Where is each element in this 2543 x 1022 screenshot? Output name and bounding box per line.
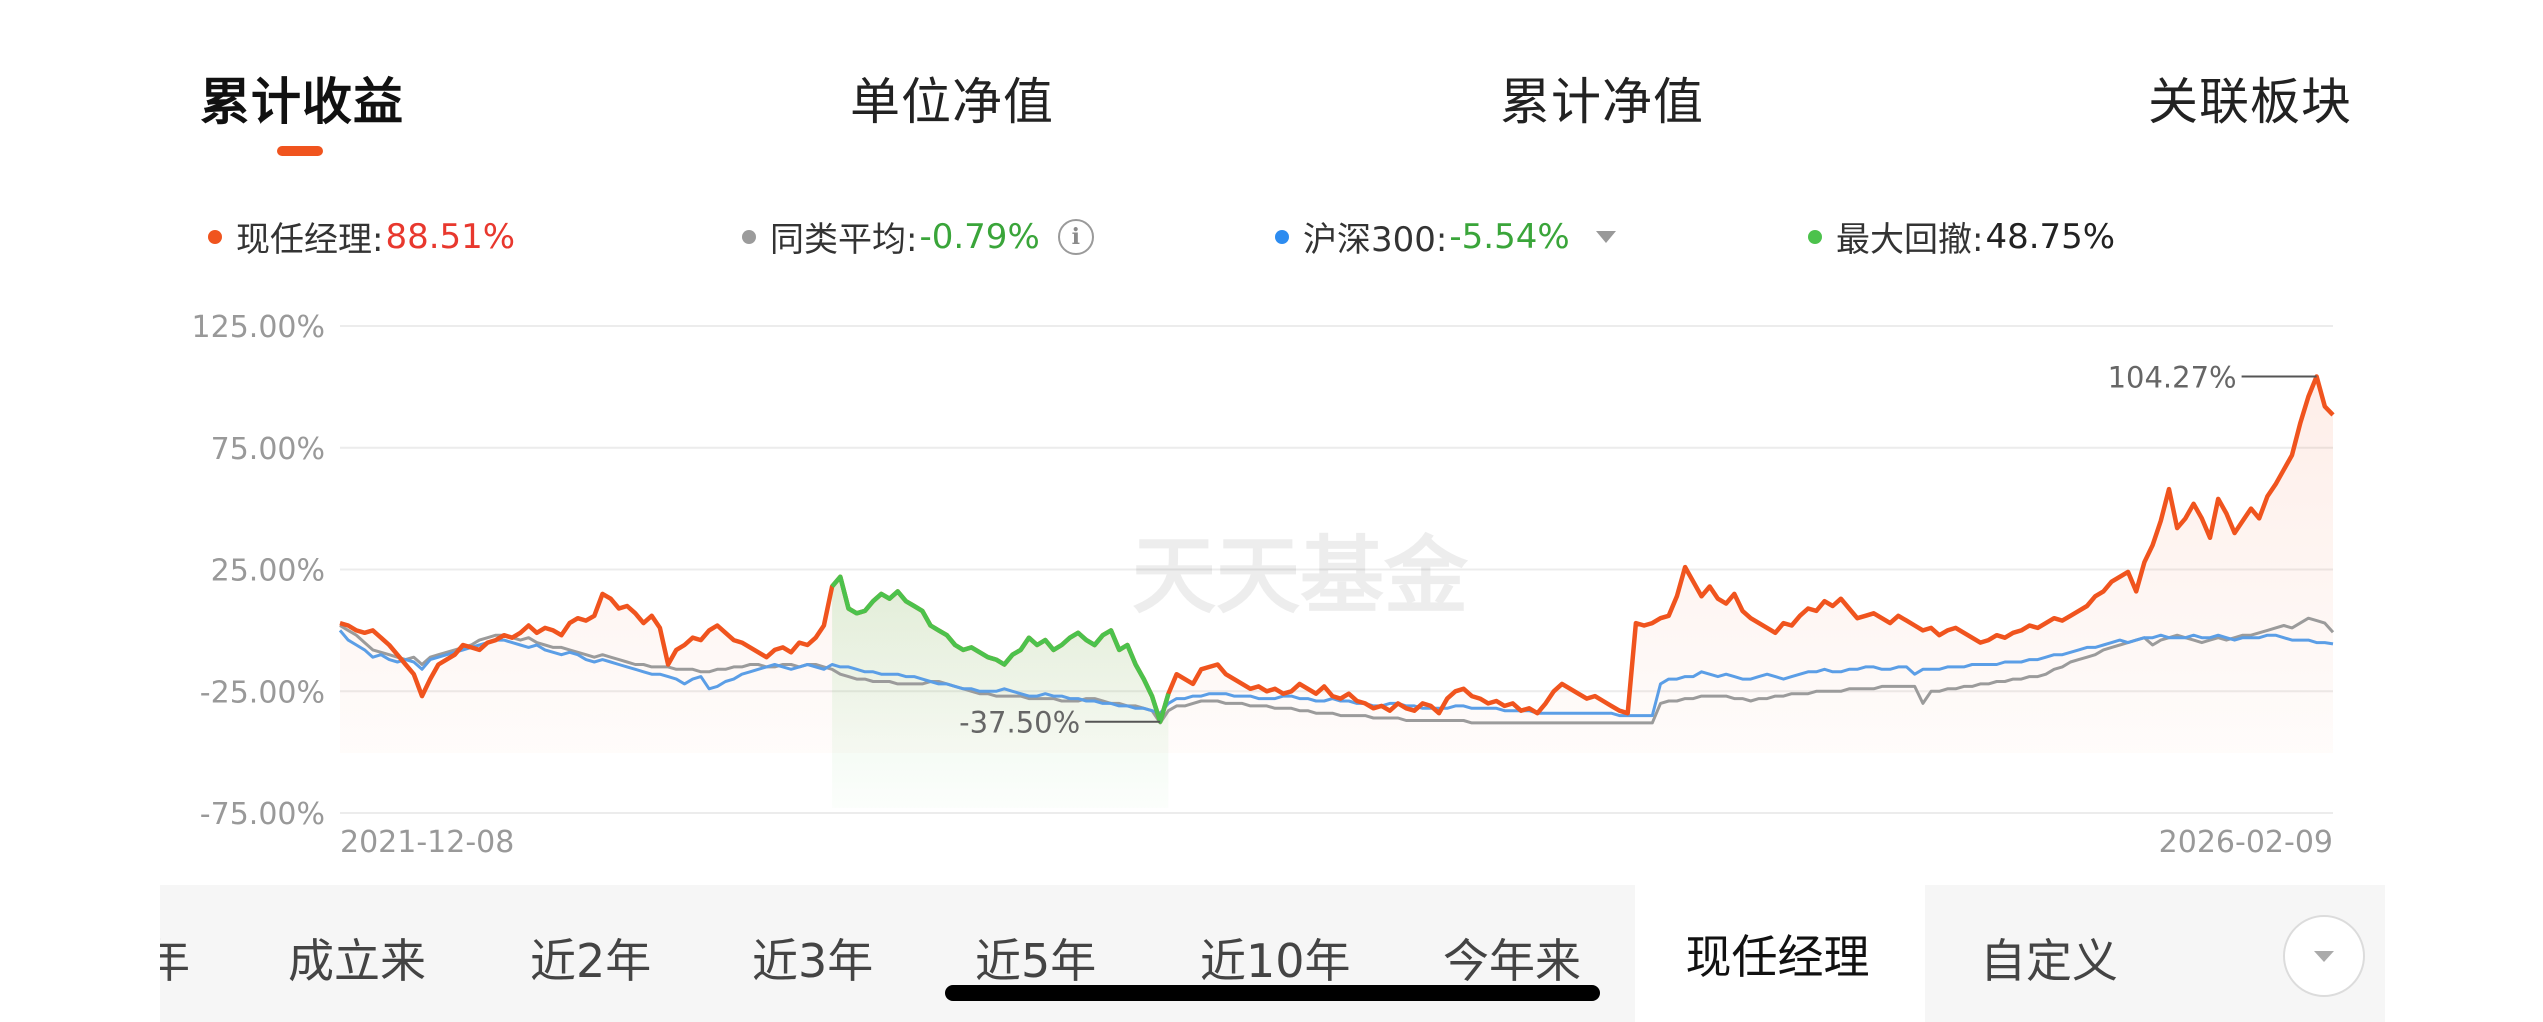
legend-csi300: 沪深300: -5.54% (1275, 212, 1616, 261)
manager-line (339, 374, 2335, 724)
csi300-line (338, 629, 2334, 718)
csi300-dot-icon (1275, 229, 1289, 244)
current-manager-button[interactable]: 现任经理 (1640, 885, 1915, 1022)
drawdown-line (830, 574, 1171, 724)
tab-bar: 累计收益 单位净值 累计净值 关联板块 (0, 0, 2543, 170)
tab-related-sectors[interactable]: 关联板块 (2148, 73, 2352, 131)
tab-unit-nav[interactable]: 单位净值 (850, 73, 1054, 131)
peer-average-dot-icon (742, 229, 756, 244)
drawdown-area (832, 576, 1169, 808)
legend-manager-label: 现任经理: (236, 220, 384, 260)
y-tick-label: -75.00% (200, 797, 325, 832)
x-end-label: 2026-02-09 (2159, 825, 2333, 860)
y-tick-label: 25.00% (211, 554, 325, 589)
max-drawdown-dot-icon (1808, 229, 1822, 244)
horizontal-scrollbar[interactable] (945, 985, 1600, 1001)
legend-csi300-value: -5.54% (1449, 216, 1570, 257)
period-since-inception[interactable]: 成立来 (288, 934, 426, 988)
period-ytd[interactable]: 今年来 (1443, 934, 1581, 988)
period-5y[interactable]: 近5年 (975, 934, 1097, 988)
tab-cumulative-nav[interactable]: 累计净值 (1500, 73, 1704, 131)
legend-manager: 现任经理: 88.51% (208, 212, 515, 261)
period-10y[interactable]: 近10年 (1200, 934, 1351, 988)
y-tick-label: 125.00% (192, 310, 325, 345)
tab-cumulative-return[interactable]: 累计收益 (200, 73, 404, 131)
period-partial[interactable]: 年 (160, 934, 190, 988)
legend-manager-value: 88.51% (385, 216, 516, 257)
y-tick-label: -25.00% (200, 675, 325, 710)
legend-peer-average: 同类平均: -0.79% i (742, 212, 1094, 261)
more-periods-button[interactable] (2283, 915, 2365, 997)
legend-peer-average-label: 同类平均: (770, 220, 918, 260)
active-tab-indicator (277, 146, 323, 156)
watermark: 天天基金 (1132, 527, 1469, 625)
period-2y[interactable]: 近2年 (530, 934, 652, 988)
y-tick-label: 75.00% (211, 432, 325, 467)
benchmark-dropdown-icon[interactable] (1595, 230, 1616, 243)
period-selector: 年 成立来 近2年 近3年 近5年 近10年 今年来 (160, 885, 1635, 1022)
legend-max-drawdown-label: 最大回撤: (1836, 220, 1984, 260)
period-3y[interactable]: 近3年 (752, 934, 874, 988)
peer_avg-line (339, 616, 2335, 725)
min-label: -37.50% (959, 706, 1080, 740)
x-start-label: 2021-12-08 (340, 825, 514, 860)
custom-range-button[interactable]: 自定义 (1925, 885, 2385, 1022)
legend-csi300-label: 沪深300: (1303, 220, 1448, 260)
chevron-down-icon (2314, 951, 2334, 962)
legend-max-drawdown-value: 48.75% (1985, 216, 2116, 257)
manager-dot-icon (208, 229, 222, 244)
legend-max-drawdown: 最大回撤: 48.75% (1808, 212, 2115, 261)
legend-peer-average-value: -0.79% (919, 216, 1040, 257)
custom-range-label: 自定义 (1980, 934, 2118, 988)
cumulative-return-chart: 125.00% 75.00% 25.00% -25.00% -75.00% 天天基金 104… (192, 310, 2335, 860)
max-label: 104.27% (2108, 360, 2237, 394)
chart-legend: 现任经理: 88.51% 同类平均: -0.79% i 沪深300: -5.54… (0, 212, 2543, 272)
info-icon[interactable]: i (1057, 218, 1094, 255)
